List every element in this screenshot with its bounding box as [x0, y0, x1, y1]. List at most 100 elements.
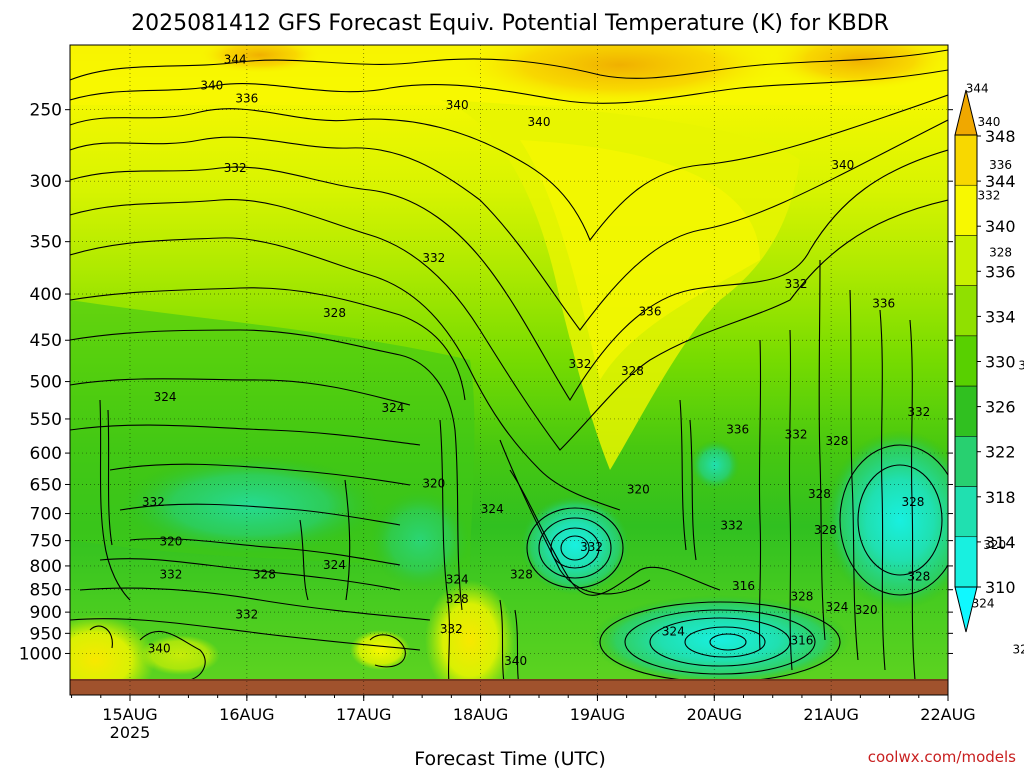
warm-tongue-core — [520, 140, 760, 380]
contour-label: 324 — [323, 558, 346, 572]
contour-label: 324 — [826, 600, 849, 614]
colorbar-swatch — [954, 235, 978, 286]
contour-label: 316 — [732, 579, 755, 593]
contour-label: 328 — [989, 246, 1012, 260]
contour-label: 340 — [148, 642, 171, 656]
chart-title: 2025081412 GFS Forecast Equiv. Potential… — [131, 11, 889, 36]
y-tick-label: 650 — [30, 475, 62, 495]
y-tick-label: 600 — [30, 444, 62, 464]
y-tick-label: 400 — [30, 285, 62, 305]
contour-label: 336 — [726, 423, 749, 437]
contour-label: 332 — [142, 495, 165, 509]
contour-label: 340 — [446, 98, 469, 112]
cold-pocket-21aug — [825, 430, 948, 610]
contour-label: 344 — [224, 53, 247, 67]
contour-label: 332 — [235, 607, 258, 621]
warm-pocket-17aug-low — [350, 630, 410, 670]
x-tick-label: 21AUG — [803, 705, 858, 724]
contour-label: 336 — [872, 297, 895, 311]
contour-label: 340 — [504, 654, 527, 668]
contour-label: 328 — [510, 568, 533, 582]
contour-label: 332 — [785, 427, 808, 441]
x-tick-label: 19AUG — [570, 705, 625, 724]
x-tick-label: 22AUG — [920, 705, 975, 724]
contour-label: 328 — [808, 487, 831, 501]
contour-label: 316 — [790, 634, 813, 648]
y-tick-label: 300 — [30, 172, 62, 192]
y-tick-label: 900 — [30, 603, 62, 623]
gridlines — [70, 45, 949, 695]
colorbar-swatch — [954, 536, 978, 588]
x-tick-label: 16AUG — [219, 705, 274, 724]
contour-label: 324 — [154, 390, 177, 404]
x-tick-label: 20AUG — [687, 705, 742, 724]
contour-label: 344 — [966, 82, 989, 96]
colorbar-label: 322 — [985, 443, 1016, 462]
colorbar-top-arrow — [954, 89, 978, 136]
contour-label: 336 — [639, 304, 662, 318]
contour-label: 332 — [159, 568, 182, 582]
y-tick-label: 1000 — [19, 644, 62, 664]
colorbar-swatch — [954, 486, 978, 538]
contour-label: 340 — [528, 115, 551, 129]
x-axis-label: Forecast Time (UTC) — [414, 748, 605, 768]
contour-label: 324 — [381, 401, 404, 415]
orange-patch-top-left — [200, 45, 320, 73]
contour-label: 332 — [224, 161, 247, 175]
contour-label: 320 — [983, 538, 1006, 552]
contour-label: 328 — [621, 364, 644, 378]
contour-label: 320 — [627, 482, 650, 496]
contour-label: 324 — [446, 572, 469, 586]
cold-pocket-20aug-mid — [690, 440, 740, 490]
source-label: coolwx.com/models — [868, 748, 1016, 766]
x-axis: 15AUG 16AUG 17AUG 18AUG 19AUG 20AUG 21AUG 22AUG — [71, 695, 976, 724]
contour-label: 332 — [580, 540, 603, 554]
contour-label: 332 — [720, 519, 743, 533]
x-axis-sublabel: 2025 — [110, 723, 151, 742]
contour-label: 332 — [568, 357, 591, 371]
cold-pocket-20aug-low — [590, 595, 850, 685]
colorbar-label: 348 — [985, 127, 1016, 146]
contour-label: 328 — [826, 434, 849, 448]
contour-lines — [70, 49, 948, 691]
warm-pocket-18aug — [425, 580, 515, 695]
plot-frame — [69, 44, 949, 696]
contour-label: 328 — [446, 592, 469, 606]
colorbar-label: 340 — [985, 217, 1016, 236]
y-axis: 2503003504004505005506006507007508008509… — [19, 101, 953, 664]
colorbar-label: 326 — [985, 398, 1016, 417]
colorbar-swatch — [954, 134, 978, 186]
contour-label: 324 — [1013, 643, 1024, 657]
colorbar-swatch — [954, 285, 978, 337]
contour-label: 328 — [253, 568, 276, 582]
contour-label: 324 — [972, 596, 995, 610]
warm-pocket-16aug-low — [140, 635, 220, 675]
colorbar: 348 344 340 336 334 330 326 322 318 314 310 — [954, 89, 1016, 633]
contour-label: 332 — [440, 622, 463, 636]
colorbar-label: 334 — [985, 307, 1016, 326]
contour-label: 328 — [323, 306, 346, 320]
contour-label: 320 — [855, 603, 878, 617]
colorbar-label: 310 — [985, 578, 1016, 597]
x-tick-label: 17AUG — [336, 705, 391, 724]
contour-label: 332 — [785, 277, 808, 291]
colorbar-swatch — [954, 184, 978, 236]
contour-label: 332 — [977, 188, 1000, 202]
contour-label: 332 — [907, 405, 930, 419]
x-tick-label: 15AUG — [102, 705, 157, 724]
warm-pocket-15aug — [70, 615, 155, 695]
y-tick-label: 350 — [30, 233, 62, 253]
y-tick-label: 800 — [30, 557, 62, 577]
contour-label: 324 — [1018, 359, 1024, 373]
colorbar-label: 344 — [985, 172, 1016, 191]
contour-label: 320 — [159, 535, 182, 549]
y-tick-label: 500 — [30, 373, 62, 393]
colorbar-swatch — [954, 436, 978, 487]
orange-patch-top-center — [460, 45, 780, 105]
contour-label: 336 — [989, 158, 1012, 172]
colorbar-label: 330 — [985, 353, 1016, 372]
x-tick-label: 18AUG — [453, 705, 508, 724]
contour-label: 324 — [662, 624, 685, 638]
plot-area — [70, 45, 948, 695]
